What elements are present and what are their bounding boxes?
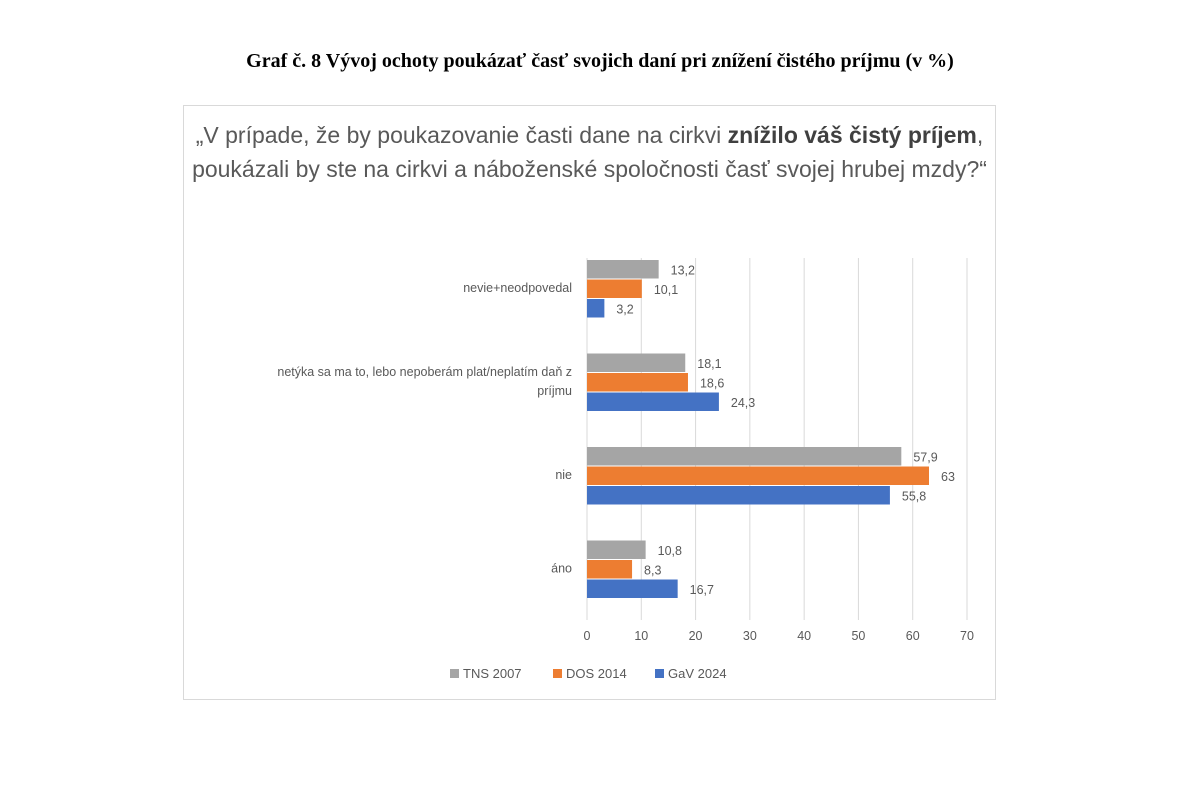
bar [587, 279, 642, 298]
chart-title-bold: znížilo váš čistý príjem [727, 122, 977, 148]
data-label: 10,1 [654, 283, 678, 297]
legend-swatch [655, 669, 664, 678]
chart-title: „V prípade, že by poukazovanie časti dan… [183, 118, 996, 186]
category-label: netýka sa ma to, lebo nepoberám plat/nep… [277, 365, 572, 379]
chart-title-part: „V prípade, že by poukazovanie časti dan… [195, 122, 728, 148]
bar [587, 579, 678, 598]
category-label: príjmu [537, 384, 572, 398]
data-label: 10,8 [658, 544, 682, 558]
x-tick-label: 60 [906, 629, 920, 643]
x-tick-label: 40 [797, 629, 811, 643]
data-label: 8,3 [644, 563, 661, 577]
bar [587, 560, 633, 579]
legend-swatch [450, 669, 459, 678]
data-label: 57,9 [913, 450, 937, 464]
x-tick-label: 10 [634, 629, 648, 643]
document-title: Graf č. 8 Vývoj ochoty poukázať časť svo… [246, 50, 954, 72]
data-label: 55,8 [902, 489, 926, 503]
x-tick-label: 50 [851, 629, 865, 643]
bar [587, 260, 659, 279]
legend-item: DOS 2014 [553, 666, 627, 681]
data-label: 24,3 [731, 396, 755, 410]
x-tick-label: 70 [960, 629, 974, 643]
bar [587, 392, 719, 411]
legend-item: TNS 2007 [450, 666, 522, 681]
bar [587, 373, 688, 392]
data-label: 18,6 [700, 376, 724, 390]
x-tick-label: 30 [743, 629, 757, 643]
category-label: áno [551, 561, 572, 575]
bar [587, 466, 929, 485]
legend-label: DOS 2014 [566, 666, 627, 681]
legend-swatch [553, 669, 562, 678]
x-tick-label: 0 [584, 629, 591, 643]
data-label: 13,2 [671, 263, 695, 277]
bar [587, 540, 646, 559]
data-label: 16,7 [690, 583, 714, 597]
bar [587, 353, 686, 372]
data-label: 3,2 [616, 302, 633, 316]
chart-title-part: , poukázali by ste na cirkvi a nábožensk… [192, 122, 987, 182]
legend-item: GaV 2024 [655, 666, 727, 681]
legend-label: TNS 2007 [463, 666, 522, 681]
category-label: nie [555, 468, 572, 482]
x-tick-label: 20 [689, 629, 703, 643]
data-label: 63 [941, 470, 955, 484]
category-label: nevie+neodpovedal [463, 281, 572, 295]
bar [587, 299, 605, 318]
bar [587, 447, 902, 466]
chart-frame [183, 105, 996, 700]
legend-label: GaV 2024 [668, 666, 727, 681]
bar [587, 486, 890, 505]
data-label: 18,1 [697, 357, 721, 371]
